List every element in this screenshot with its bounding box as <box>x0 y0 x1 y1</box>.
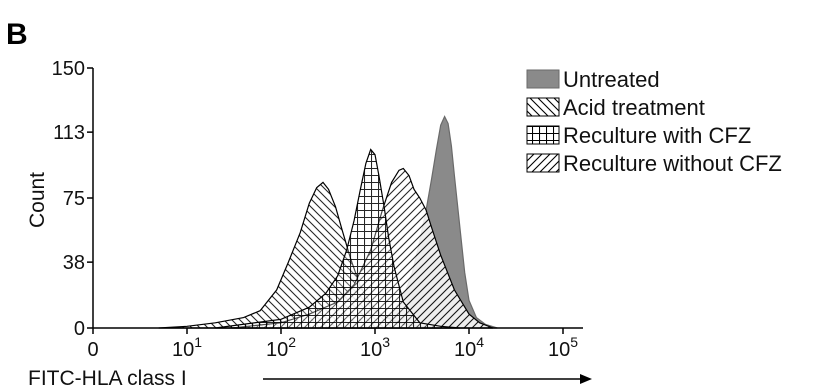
legend-swatch-reculture-with-cfz <box>526 125 560 145</box>
legend-label-reculture-without-cfz: Reculture without CFZ <box>563 151 782 176</box>
plot-area <box>158 115 498 329</box>
x-tick-label: 102 <box>266 334 296 361</box>
y-tick-label: 38 <box>63 252 85 274</box>
x-tick-label: 105 <box>548 334 578 361</box>
axes: 0 38 75 113 150 0 101 102 103 104 105 <box>52 58 583 361</box>
legend-swatch-untreated <box>526 69 560 89</box>
x-axis-arrow <box>263 374 592 384</box>
legend-label-untreated: Untreated <box>563 67 660 92</box>
legend-label-reculture-with-cfz: Reculture with CFZ <box>563 123 751 148</box>
legend-swatch-reculture-without-cfz <box>526 153 560 173</box>
x-tick-label: 101 <box>172 334 202 361</box>
x-tick-label: 0 <box>87 339 98 361</box>
x-tick-label: 103 <box>360 334 390 361</box>
y-tick-label: 0 <box>74 318 85 340</box>
y-tick-label: 150 <box>52 58 85 80</box>
y-tick-label: 75 <box>63 188 85 210</box>
legend-swatch-acid-treatment <box>526 97 560 117</box>
y-tick-label: 113 <box>53 122 85 144</box>
y-axis-label: Count <box>26 172 49 228</box>
x-tick-label: 104 <box>454 334 484 361</box>
series-reculture-with-cfz <box>215 148 460 329</box>
panel-label: B <box>6 18 28 51</box>
legend: Untreated Acid treatment Reculture with CF… <box>526 67 782 176</box>
legend-label-acid-treatment: Acid treatment <box>563 95 705 120</box>
x-axis-label: FITC-HLA class I <box>28 367 187 390</box>
